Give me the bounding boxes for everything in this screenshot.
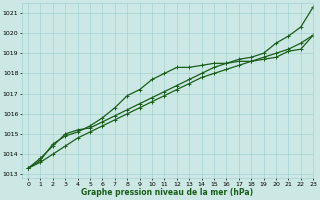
X-axis label: Graphe pression niveau de la mer (hPa): Graphe pression niveau de la mer (hPa) [82, 188, 254, 197]
